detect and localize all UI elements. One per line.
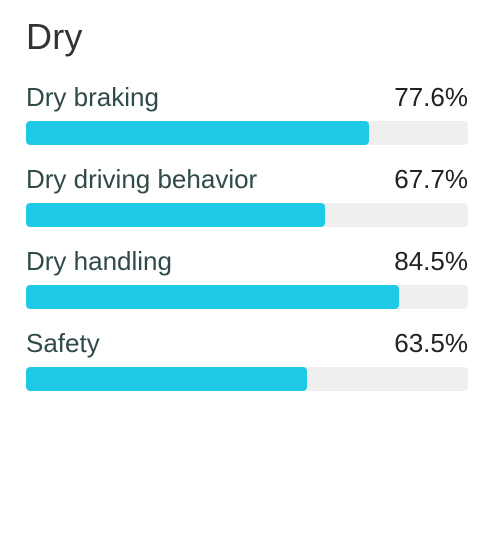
section-title: Dry: [26, 16, 83, 57]
metric-dry-handling: Dry handling 84.5%: [26, 242, 468, 324]
metric-label: Dry braking: [26, 82, 159, 112]
metric-value: 77.6%: [394, 82, 468, 112]
progress-track: [26, 285, 468, 309]
metric-label: Dry driving behavior: [26, 164, 258, 194]
progress-track: [26, 203, 468, 227]
metric-safety: Safety 63.5%: [26, 324, 468, 406]
progress-fill: [26, 203, 326, 227]
metric-value: 63.5%: [394, 328, 468, 358]
metric-value: 84.5%: [394, 246, 468, 276]
progress-fill: [26, 121, 369, 145]
metric-dry-driving-behavior: Dry driving behavior 67.7%: [26, 160, 468, 242]
metric-label: Safety: [26, 328, 100, 358]
progress-track: [26, 367, 468, 391]
metric-label: Dry handling: [26, 246, 172, 276]
metric-value: 67.7%: [394, 164, 468, 194]
progress-fill: [26, 367, 307, 391]
metric-dry-braking: Dry braking 77.6%: [26, 78, 468, 160]
progress-track: [26, 121, 468, 145]
metric-list: Dry braking 77.6% Dry driving behavior 6…: [26, 78, 468, 406]
progress-fill: [26, 285, 400, 309]
